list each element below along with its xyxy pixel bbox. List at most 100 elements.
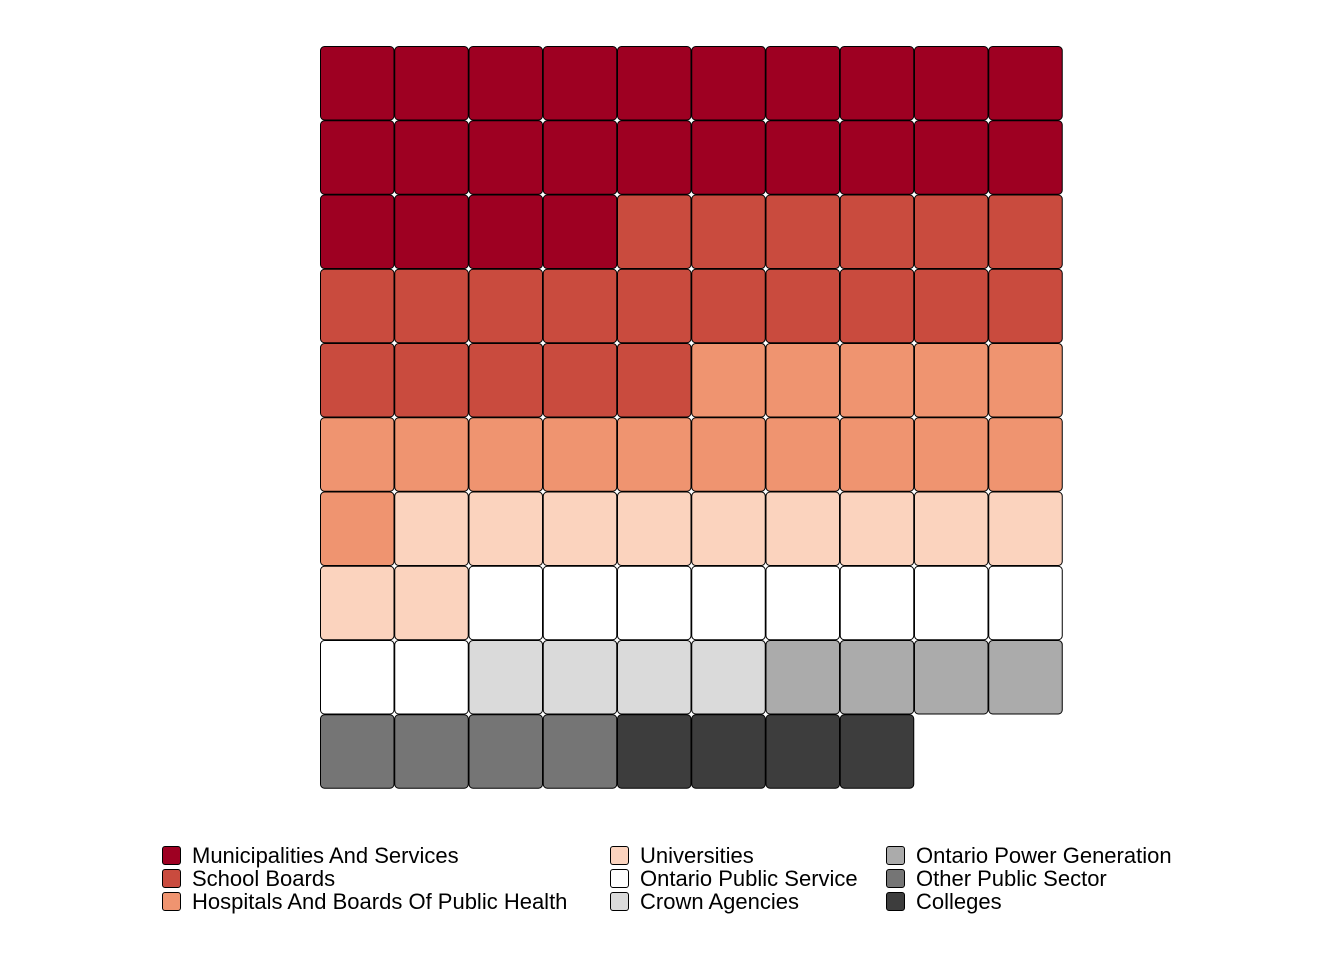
waffle-cell bbox=[468, 194, 543, 269]
waffle-cell bbox=[914, 491, 989, 566]
waffle-cell bbox=[320, 268, 395, 344]
waffle-cell bbox=[320, 46, 395, 121]
waffle-cell bbox=[468, 417, 543, 492]
legend-label: Municipalities And Services bbox=[192, 843, 459, 868]
waffle-cell bbox=[617, 565, 692, 641]
waffle-cell bbox=[617, 640, 692, 715]
waffle-cell bbox=[691, 268, 766, 344]
waffle-cell bbox=[394, 714, 469, 789]
waffle-cell bbox=[914, 640, 989, 715]
waffle-cell bbox=[914, 565, 989, 641]
waffle-cell bbox=[914, 120, 989, 195]
legend-swatch bbox=[162, 869, 181, 888]
waffle-cell bbox=[617, 417, 692, 492]
waffle-cell bbox=[542, 491, 618, 566]
waffle-cell bbox=[320, 120, 395, 195]
waffle-cell bbox=[320, 565, 395, 641]
waffle-cell bbox=[988, 640, 1063, 715]
waffle-cell bbox=[617, 120, 692, 195]
waffle-cell bbox=[988, 417, 1063, 492]
waffle-cell bbox=[468, 268, 543, 344]
waffle-cell bbox=[542, 714, 618, 789]
waffle-cell bbox=[320, 640, 395, 715]
waffle-cell bbox=[468, 46, 543, 121]
legend-label: Ontario Public Service bbox=[640, 866, 858, 891]
waffle-cell bbox=[839, 343, 915, 418]
waffle-cell bbox=[542, 640, 618, 715]
waffle-cell bbox=[320, 343, 395, 418]
waffle-cell bbox=[765, 491, 840, 566]
waffle-cell bbox=[765, 120, 840, 195]
legend-swatch bbox=[610, 869, 629, 888]
legend-swatch bbox=[162, 846, 181, 865]
waffle-cell bbox=[394, 640, 469, 715]
waffle-cell bbox=[691, 120, 766, 195]
legend-label: Crown Agencies bbox=[640, 889, 799, 914]
legend-label: School Boards bbox=[192, 866, 336, 891]
waffle-cell bbox=[468, 120, 543, 195]
waffle-cell bbox=[839, 491, 915, 566]
waffle-cell bbox=[839, 194, 915, 269]
waffle-cell bbox=[542, 417, 618, 492]
waffle-cell bbox=[617, 491, 692, 566]
waffle-cell bbox=[320, 417, 395, 492]
waffle-cell bbox=[839, 417, 915, 492]
waffle-cell bbox=[988, 491, 1063, 566]
waffle-cell bbox=[988, 46, 1063, 121]
legend-label: Hospitals And Boards Of Public Health bbox=[192, 889, 568, 914]
waffle-cell bbox=[988, 194, 1063, 269]
waffle-cell bbox=[617, 714, 692, 789]
waffle-cell bbox=[468, 343, 543, 418]
waffle-cell bbox=[988, 268, 1063, 344]
waffle-cell bbox=[691, 640, 766, 715]
legend-label: Ontario Power Generation bbox=[916, 843, 1172, 868]
waffle-cell bbox=[691, 46, 766, 121]
waffle-cell bbox=[691, 194, 766, 269]
waffle-cell bbox=[617, 46, 692, 121]
waffle-cell bbox=[542, 343, 618, 418]
waffle-cell bbox=[542, 565, 618, 641]
waffle-cell bbox=[394, 194, 469, 269]
legend-label: Colleges bbox=[916, 889, 1002, 914]
waffle-cell bbox=[542, 120, 618, 195]
waffle-cell bbox=[765, 194, 840, 269]
waffle-cell bbox=[394, 46, 469, 121]
waffle-cell bbox=[988, 343, 1063, 418]
waffle-cell bbox=[468, 714, 543, 789]
waffle-cell bbox=[839, 565, 915, 641]
waffle-cell bbox=[914, 194, 989, 269]
waffle-cell bbox=[765, 46, 840, 121]
waffle-cell bbox=[839, 120, 915, 195]
legend-swatch bbox=[886, 869, 905, 888]
waffle-cell bbox=[988, 565, 1063, 641]
waffle-cell bbox=[468, 565, 543, 641]
legend-swatch bbox=[886, 846, 905, 865]
waffle-cell bbox=[914, 343, 989, 418]
legend: Municipalities And Services School Boards… bbox=[0, 845, 1344, 917]
waffle-cell bbox=[394, 417, 469, 492]
waffle-cell bbox=[691, 491, 766, 566]
waffle-cell bbox=[914, 46, 989, 121]
legend-label: Universities bbox=[640, 843, 754, 868]
waffle-cell bbox=[320, 491, 395, 566]
waffle-cell bbox=[691, 714, 766, 789]
waffle-cell bbox=[320, 714, 395, 789]
waffle-cell bbox=[765, 565, 840, 641]
waffle-cell bbox=[542, 194, 618, 269]
waffle-cell bbox=[691, 417, 766, 492]
waffle-cell bbox=[765, 343, 840, 418]
waffle-cell bbox=[765, 640, 840, 715]
waffle-cell bbox=[691, 343, 766, 418]
waffle-cell bbox=[394, 491, 469, 566]
waffle-cell bbox=[468, 491, 543, 566]
waffle-cell bbox=[394, 120, 469, 195]
legend-swatch bbox=[610, 846, 629, 865]
waffle-cell bbox=[914, 268, 989, 344]
waffle-cell bbox=[394, 343, 469, 418]
waffle-cell bbox=[914, 417, 989, 492]
waffle-cell bbox=[394, 565, 469, 641]
waffle-cell bbox=[839, 640, 915, 715]
waffle-cell bbox=[617, 194, 692, 269]
waffle-cell bbox=[988, 120, 1063, 195]
